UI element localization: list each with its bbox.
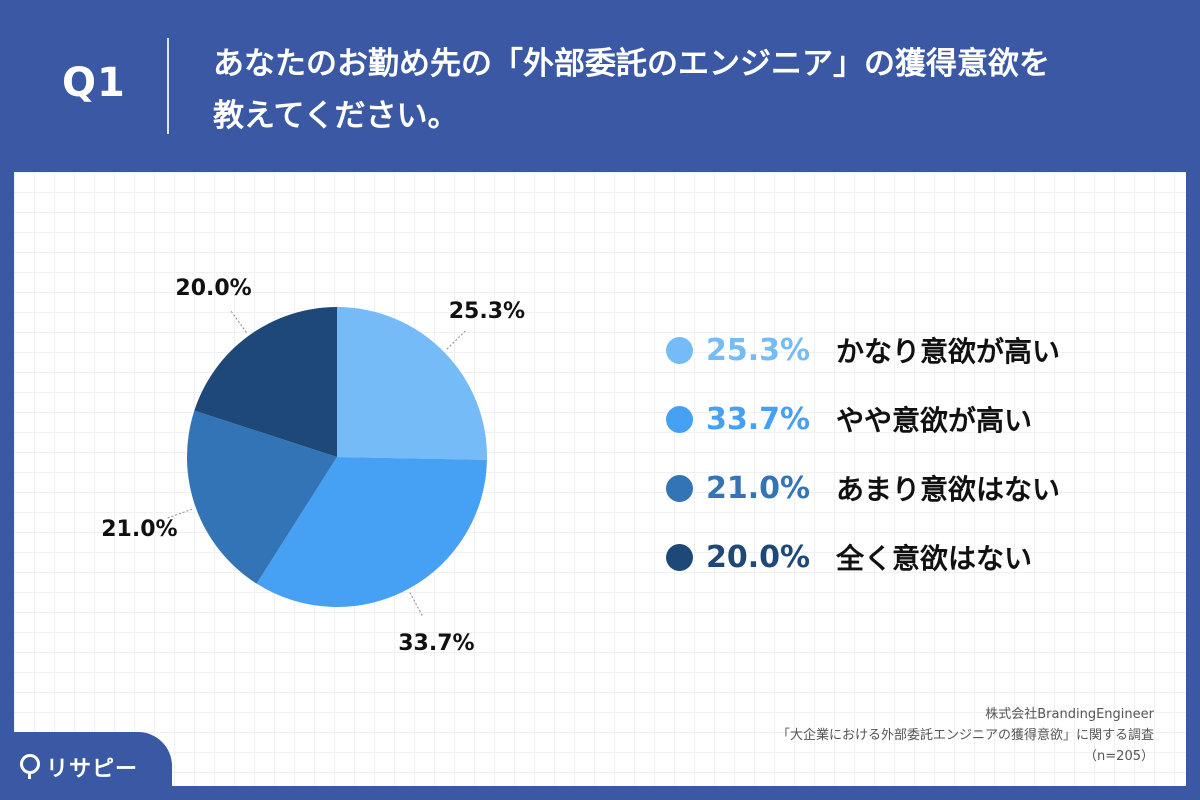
pie-chart: 25.3% 33.7% 21.0% 20.0% <box>101 276 525 656</box>
source-survey: 「大企業における外部委託エンジニアの獲得意欲」に関する調査 <box>776 728 1154 743</box>
leader-line <box>409 592 423 616</box>
pie-slice <box>194 307 337 457</box>
legend-percent: 33.7% <box>706 401 811 437</box>
slice-value-label: 33.7% <box>398 631 474 656</box>
legend-item: 20.0% 全く意欲はない <box>666 539 1060 575</box>
legend-dot-icon <box>666 405 693 433</box>
legend-label: やや意欲が高い <box>836 404 1033 437</box>
legend: 25.3% かなり意欲が高い 33.7% やや意欲が高い 21.0% あまり意欲… <box>666 332 1060 608</box>
legend-label: かなり意欲が高い <box>836 335 1061 368</box>
source-note: 株式会社BrandingEngineer 「大企業における外部委託エンジニアの獲… <box>777 704 1154 767</box>
slice-value-label: 25.3% <box>449 299 525 324</box>
question-label: Q1 <box>62 60 126 106</box>
leader-line <box>446 330 466 350</box>
legend-dot-icon <box>666 543 693 571</box>
leader-line <box>167 508 193 519</box>
legend-label: 全く意欲はない <box>836 542 1033 575</box>
logo-text: リサピー <box>46 757 139 782</box>
header-divider <box>167 38 169 134</box>
legend-percent: 20.0% <box>706 539 811 575</box>
question-title: あなたのお勤め先の「外部委託のエンジニア」の獲得意欲を 教えてください。 <box>213 38 1173 142</box>
pie-slice <box>187 410 337 584</box>
question-title-line1: あなたのお勤め先の「外部委託のエンジニア」の獲得意欲を <box>213 46 1050 82</box>
slice-value-label: 21.0% <box>101 517 177 542</box>
chart-panel: 25.3% 33.7% 21.0% 20.0% 25.3% かなり意欲が高い 33.7… <box>14 172 1186 786</box>
legend-item: 25.3% かなり意欲が高い <box>666 332 1060 368</box>
legend-item: 21.0% あまり意欲はない <box>666 470 1060 506</box>
pie-slice <box>337 307 487 460</box>
legend-item: 33.7% やや意欲が高い <box>666 401 1060 437</box>
source-sample-size: （n=205） <box>1084 749 1154 764</box>
legend-label: あまり意欲はない <box>836 473 1061 506</box>
legend-percent: 25.3% <box>706 332 811 368</box>
pie-slice <box>256 457 487 607</box>
header: Q1 あなたのお勤め先の「外部委託のエンジニア」の獲得意欲を 教えてください。 <box>0 0 1200 172</box>
legend-dot-icon <box>666 474 693 502</box>
legend-dot-icon <box>666 336 693 364</box>
pin-icon <box>20 754 40 779</box>
legend-percent: 21.0% <box>706 470 811 506</box>
logo: リサピー <box>0 732 172 800</box>
leader-line <box>230 311 247 333</box>
question-title-line2: 教えてください。 <box>213 98 459 134</box>
source-company: 株式会社BrandingEngineer <box>985 707 1154 722</box>
slice-value-label: 20.0% <box>175 276 251 301</box>
